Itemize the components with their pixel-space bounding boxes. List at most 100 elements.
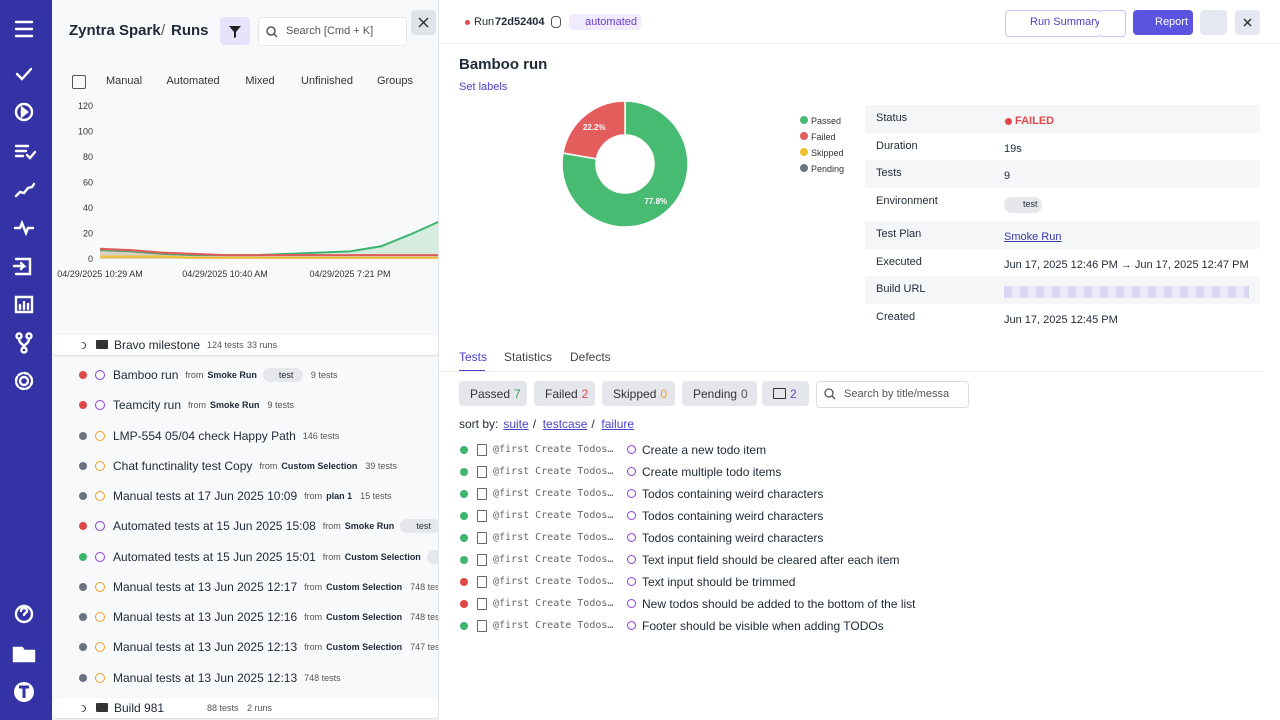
detail-tab[interactable]: Tests	[459, 350, 488, 364]
tab[interactable]: Groups	[376, 75, 414, 87]
group-row[interactable]	[52, 335, 438, 355]
more-button[interactable]	[1099, 10, 1126, 37]
filter-count: 2	[581, 387, 589, 401]
status-dot	[79, 613, 87, 621]
test-suite: @first Create Todos…	[493, 466, 614, 477]
more-button[interactable]	[1200, 10, 1227, 35]
tag-badge	[262, 368, 303, 382]
run-name[interactable]: Chat functinality test Copy	[113, 459, 253, 473]
nav-icon[interactable]	[14, 144, 37, 160]
folder-icon[interactable]	[12, 646, 36, 663]
nav-icon[interactable]	[14, 182, 36, 198]
area-line	[99, 247, 438, 257]
run-name[interactable]: Manual tests at 13 Jun 2025 12:13	[113, 640, 298, 654]
tag-text: test	[416, 521, 431, 531]
filter-chip[interactable]	[534, 381, 595, 406]
tab[interactable]: Mixed	[245, 75, 275, 87]
detail-tab[interactable]: Statistics	[504, 350, 553, 364]
legend-swatch	[800, 164, 808, 172]
test-title[interactable]: Todos containing weird characters	[642, 487, 824, 501]
detail-value: Jun 17, 2025 12:46 PM → Jun 17, 2025 12:…	[1004, 259, 1249, 271]
run-name[interactable]: Manual tests at 13 Jun 2025 12:17	[113, 580, 298, 594]
close-button[interactable]	[411, 10, 436, 35]
nav-icon[interactable]	[14, 295, 34, 314]
comment-icon	[773, 388, 786, 399]
sort-option[interactable]: suite	[503, 417, 529, 431]
from-prefix: from	[322, 552, 341, 562]
nav-icon[interactable]	[15, 332, 23, 340]
detail-value: test	[1023, 199, 1038, 209]
from-prefix: from	[322, 521, 341, 531]
run-tests: 39 tests	[365, 461, 397, 471]
close-button[interactable]	[1235, 10, 1260, 35]
test-title[interactable]: Create multiple todo items	[642, 465, 782, 479]
test-title[interactable]: Todos containing weird characters	[642, 509, 824, 523]
tab[interactable]: Automated	[166, 75, 220, 87]
run-type-icon	[95, 612, 105, 622]
run-name[interactable]: Manual tests at 13 Jun 2025 12:16	[113, 610, 298, 624]
test-type-icon	[627, 621, 636, 630]
run-source: Custom Selection	[326, 612, 403, 622]
report-label: Report	[1155, 16, 1189, 28]
help-icon[interactable]	[14, 604, 34, 624]
detail-tab[interactable]: Defects	[570, 350, 611, 364]
detail-label: Duration	[876, 140, 918, 152]
run-source: Custom Selection	[281, 461, 358, 471]
run-name[interactable]: Manual tests at 13 Jun 2025 12:13	[113, 671, 298, 685]
test-type-icon	[627, 489, 636, 498]
group-name[interactable]: Bravo milestone	[114, 338, 201, 352]
from-prefix: from	[185, 370, 204, 380]
run-source: Smoke Run	[210, 400, 260, 410]
group-row[interactable]	[52, 698, 438, 718]
test-title[interactable]: Create a new todo item	[642, 443, 767, 457]
test-search[interactable]	[816, 381, 969, 408]
set-labels[interactable]: Set labels	[459, 81, 508, 93]
detail-label: Executed	[876, 256, 922, 268]
tag-badge	[426, 550, 438, 564]
x-tick-label: 04/29/2025 7:21 PM	[309, 269, 390, 279]
filter-chip[interactable]	[602, 381, 675, 406]
filter-chip[interactable]	[459, 381, 527, 406]
filter-count: 7	[514, 387, 521, 401]
sort-option[interactable]: testcase	[542, 417, 588, 431]
folder-icon	[96, 703, 108, 712]
test-suite: @first Create Todos…	[493, 444, 614, 455]
tab[interactable]: Unfinished	[301, 75, 353, 87]
run-name[interactable]: Teamcity run	[113, 398, 182, 412]
group-name[interactable]: Build 981	[114, 701, 165, 715]
run-name[interactable]: Manual tests at 17 Jun 2025 10:09	[113, 489, 298, 503]
menu-icon[interactable]	[14, 20, 34, 38]
nav-icon[interactable]	[15, 67, 33, 81]
tab[interactable]: Manual	[105, 75, 143, 87]
report-button[interactable]	[1133, 10, 1193, 35]
run-name[interactable]: LMP-554 05/04 check Happy Path	[113, 429, 296, 443]
nav-icon[interactable]	[13, 219, 35, 237]
test-title[interactable]: Text input field should be cleared after…	[642, 553, 900, 567]
detail-value[interactable]: Smoke Run	[1004, 231, 1062, 243]
run-name[interactable]: Bamboo run	[113, 368, 179, 382]
run-name[interactable]: Automated tests at 15 Jun 2025 15:08	[113, 519, 316, 533]
nav-icon[interactable]	[12, 257, 32, 276]
x-tick-label: 04/29/2025 10:29 AM	[57, 269, 143, 279]
filter-label: Failed	[545, 387, 578, 401]
pie-slice	[562, 100, 626, 160]
test-type-icon	[627, 533, 636, 542]
group-runs: 33 runs	[247, 340, 278, 350]
filter-chip[interactable]	[682, 381, 757, 406]
run-tests: 748 tests	[410, 612, 438, 622]
test-title[interactable]: Text input should be trimmed	[642, 575, 796, 589]
filter-button[interactable]	[220, 17, 250, 45]
separator: /	[161, 22, 166, 39]
detail-value: 9	[1004, 170, 1011, 182]
status-dot	[79, 462, 87, 470]
test-title[interactable]: New todos should be added to the bottom …	[642, 597, 916, 611]
copy-icon[interactable]	[551, 16, 561, 28]
test-title[interactable]: Todos containing weird characters	[642, 531, 824, 545]
run-name[interactable]: Automated tests at 15 Jun 2025 15:01	[113, 550, 316, 564]
search-box[interactable]	[258, 17, 407, 46]
brand: Zyntra Spark	[69, 22, 161, 39]
sort-option[interactable]: failure	[601, 417, 635, 431]
nav-icon[interactable]	[18, 375, 30, 387]
nav-icon[interactable]	[14, 102, 34, 122]
test-title[interactable]: Footer should be visible when adding TOD…	[642, 619, 884, 633]
